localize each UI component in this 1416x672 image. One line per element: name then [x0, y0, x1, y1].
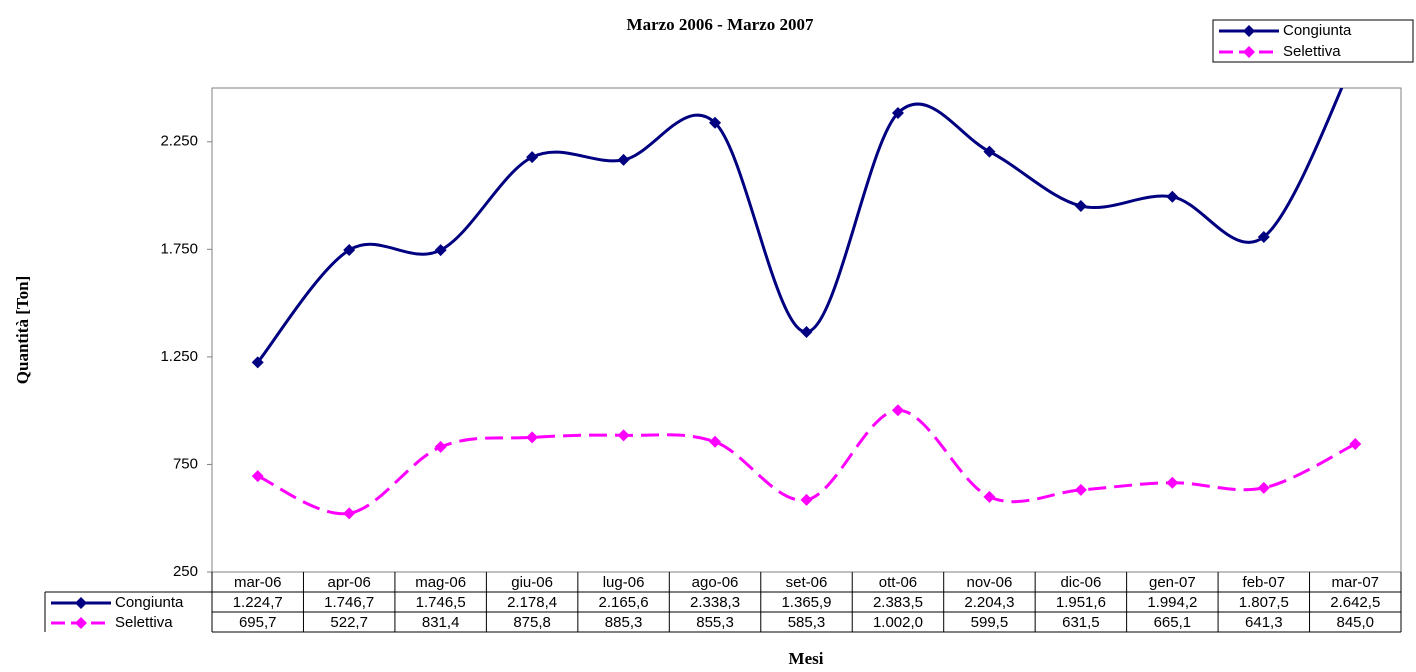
- table-row-label: Congiunta: [115, 594, 184, 611]
- chart-subtitle: Marzo 2006 - Marzo 2007: [627, 15, 814, 34]
- data-point: [1257, 230, 1270, 243]
- data-point: [891, 107, 904, 120]
- data-point: [251, 470, 264, 483]
- table-cell: 631,5: [1062, 614, 1100, 631]
- table-cell: 1.746,5: [416, 594, 466, 611]
- table-cell: 599,5: [971, 614, 1009, 631]
- table-cell: 2.165,6: [599, 594, 649, 611]
- table-cell: 885,3: [605, 614, 643, 631]
- table-cell: 2.204,3: [964, 594, 1014, 611]
- x-tick-label: ago-06: [692, 574, 739, 591]
- x-tick-label: mag-06: [415, 574, 466, 591]
- table-cell: 1.365,9: [781, 594, 831, 611]
- data-point: [1074, 483, 1087, 496]
- legend-marker: [1243, 25, 1255, 37]
- table-cell: 641,3: [1245, 614, 1283, 631]
- x-axis-label: Mesi: [789, 649, 824, 668]
- y-tick-label: 1.750: [160, 240, 198, 257]
- table-legend-marker: [75, 597, 87, 609]
- data-point: [251, 356, 264, 369]
- table-cell: 522,7: [330, 614, 368, 631]
- table-cell: 2.338,3: [690, 594, 740, 611]
- data-point: [709, 116, 722, 129]
- data-point: [617, 429, 630, 442]
- data-point: [526, 151, 539, 164]
- data-point: [800, 325, 813, 338]
- data-point: [709, 435, 722, 448]
- plot-area: [211, 87, 1402, 573]
- table-cell: 2.178,4: [507, 594, 557, 611]
- y-tick-label: 250: [173, 563, 198, 580]
- table-legend-marker: [75, 617, 87, 629]
- data-point: [1257, 481, 1270, 494]
- table-cell: 2.642,5: [1330, 594, 1380, 611]
- x-tick-label: gen-07: [1149, 574, 1196, 591]
- y-tick-label: 2.250: [160, 133, 198, 150]
- x-tick-label: feb-07: [1243, 574, 1286, 591]
- x-tick-label: giu-06: [511, 574, 553, 591]
- legend-marker: [1243, 46, 1255, 58]
- x-tick-label: lug-06: [603, 574, 645, 591]
- data-point: [800, 493, 813, 506]
- legend-box: [1212, 19, 1414, 63]
- table-cell: 831,4: [422, 614, 460, 631]
- table-cell: 1.807,5: [1239, 594, 1289, 611]
- data-point: [891, 404, 904, 417]
- data-point: [617, 153, 630, 166]
- legend-label: Congiunta: [1283, 22, 1352, 39]
- table-cell: 855,3: [696, 614, 734, 631]
- y-tick-label: 750: [173, 455, 198, 472]
- x-tick-label: ott-06: [879, 574, 917, 591]
- data-point: [1166, 190, 1179, 203]
- y-axis-label: Quantità [Ton]: [13, 276, 32, 384]
- data-point: [526, 431, 539, 444]
- x-tick-label: dic-06: [1060, 574, 1101, 591]
- data-point: [434, 244, 447, 257]
- data-point: [1349, 438, 1362, 451]
- table-cell: 665,1: [1154, 614, 1192, 631]
- data-point: [1074, 199, 1087, 212]
- table-cell: 2.383,5: [873, 594, 923, 611]
- table-cell: 875,8: [513, 614, 551, 631]
- table-cell: 695,7: [239, 614, 277, 631]
- table-cell: 1.951,6: [1056, 594, 1106, 611]
- x-tick-label: apr-06: [328, 574, 371, 591]
- y-tick-label: 1.250: [160, 348, 198, 365]
- data-point: [983, 490, 996, 503]
- table-cell: 1.746,7: [324, 594, 374, 611]
- data-point: [1166, 476, 1179, 489]
- data-point: [343, 507, 356, 520]
- series-line: [256, 88, 1344, 364]
- plot-group: [251, 88, 1362, 520]
- table-cell: 1.994,2: [1147, 594, 1197, 611]
- table-row-label: Selettiva: [115, 614, 173, 631]
- table-cell: 1.224,7: [233, 594, 283, 611]
- table-cell: 585,3: [788, 614, 826, 631]
- legend-label: Selettiva: [1283, 43, 1341, 60]
- data-point: [434, 440, 447, 453]
- x-tick-label: nov-06: [966, 574, 1012, 591]
- x-tick-label: mar-06: [234, 574, 282, 591]
- x-tick-label: set-06: [786, 574, 828, 591]
- table-cell: 845,0: [1336, 614, 1374, 631]
- data-point: [343, 244, 356, 257]
- x-tick-label: mar-07: [1332, 574, 1380, 591]
- data-point: [983, 145, 996, 158]
- table-cell: 1.002,0: [873, 614, 923, 631]
